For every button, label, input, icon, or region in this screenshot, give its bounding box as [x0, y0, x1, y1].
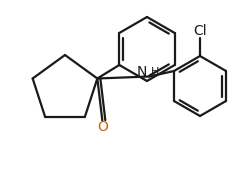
Text: H: H — [151, 68, 160, 77]
Text: N: N — [137, 65, 147, 80]
Text: O: O — [97, 121, 108, 135]
Text: Cl: Cl — [193, 24, 207, 38]
